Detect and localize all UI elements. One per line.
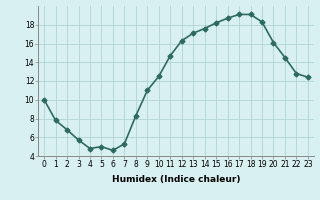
X-axis label: Humidex (Indice chaleur): Humidex (Indice chaleur) [112,175,240,184]
